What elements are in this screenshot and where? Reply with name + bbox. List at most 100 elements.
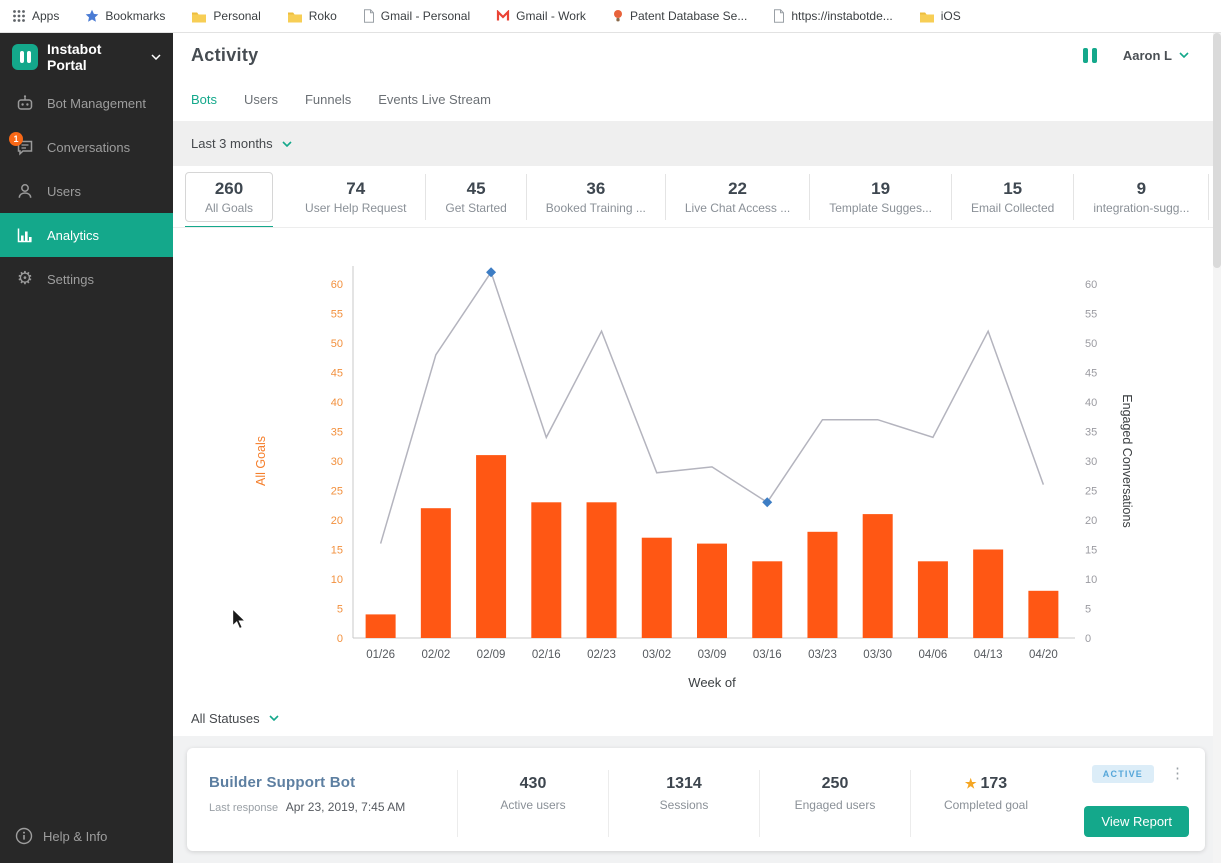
conversations-badge: 1 bbox=[9, 132, 23, 146]
activity-chart-section: 0 0 5 5 10 10 15 15 20 20 25 25 30 30 35 35 40 40 45 45 50 50… bbox=[173, 228, 1221, 700]
goal-card-all-goals[interactable]: 260 All Goals bbox=[185, 171, 274, 227]
user-menu[interactable]: Aaron L bbox=[1123, 48, 1189, 63]
bookmark-apps[interactable]: Apps bbox=[12, 9, 59, 23]
bookmark-instabot-url[interactable]: https://instabotde... bbox=[773, 9, 893, 23]
chevron-down-icon bbox=[1179, 52, 1189, 58]
folder-icon bbox=[287, 12, 302, 22]
pause-live-updates-icon[interactable] bbox=[1082, 47, 1097, 63]
tab-users[interactable]: Users bbox=[244, 91, 278, 107]
svg-text:60: 60 bbox=[1085, 279, 1097, 291]
scrollbar-thumb[interactable] bbox=[1213, 33, 1221, 268]
svg-text:0: 0 bbox=[337, 633, 343, 645]
goal-value: 36 bbox=[586, 178, 606, 198]
bot-stats: 430 Active users 1314 Sessions 250 Engag… bbox=[457, 764, 1061, 837]
svg-text:03/09: 03/09 bbox=[698, 649, 727, 661]
svg-text:20: 20 bbox=[1085, 515, 1097, 527]
sidebar-item-bot-management[interactable]: Bot Management bbox=[0, 81, 173, 125]
analytics-icon bbox=[17, 228, 32, 243]
bot-name-link[interactable]: Builder Support Bot bbox=[209, 774, 356, 791]
scrollbar[interactable] bbox=[1213, 33, 1221, 863]
page-icon bbox=[774, 9, 785, 23]
goal-summary-row: 260 All Goals 74 User Help Request 45 Ge… bbox=[173, 166, 1221, 228]
svg-text:0: 0 bbox=[1085, 633, 1091, 645]
sidebar-item-label: Analytics bbox=[47, 227, 100, 243]
sidebar-item-users[interactable]: Users bbox=[0, 169, 173, 213]
page-icon bbox=[363, 9, 374, 23]
goal-card-integration-suggestion[interactable]: 9 integration-sugg... bbox=[1074, 173, 1210, 220]
svg-text:25: 25 bbox=[331, 486, 343, 498]
goal-value: 15 bbox=[1003, 178, 1023, 198]
stat-value: 173 bbox=[980, 775, 1008, 792]
instabot-logo-icon bbox=[12, 44, 38, 70]
help-label: Help & Info bbox=[43, 828, 108, 844]
tab-funnels[interactable]: Funnels bbox=[304, 91, 352, 107]
svg-text:03/16: 03/16 bbox=[753, 649, 782, 661]
svg-text:03/30: 03/30 bbox=[863, 649, 892, 661]
stat-label: Sessions bbox=[659, 798, 709, 812]
stat-completed-goal: ★ 173 Completed goal bbox=[910, 770, 1061, 837]
tab-events-live-stream[interactable]: Events Live Stream bbox=[378, 91, 491, 107]
svg-text:30: 30 bbox=[1085, 456, 1097, 468]
sidebar-item-help[interactable]: Help & Info bbox=[0, 817, 173, 855]
bookmark-folder-ios[interactable]: iOS bbox=[919, 9, 961, 23]
status-filter-value: All Statuses bbox=[191, 710, 260, 726]
bookmark-label: https://instabotde... bbox=[791, 9, 893, 23]
bookmark-folder-roko[interactable]: Roko bbox=[287, 9, 337, 23]
bookmark-folder-personal[interactable]: Personal bbox=[191, 9, 261, 23]
svg-text:All Goals: All Goals bbox=[254, 436, 268, 486]
stat-engaged-users: 250 Engaged users bbox=[759, 770, 910, 837]
sidebar-item-label: Users bbox=[47, 183, 81, 199]
goal-card-get-started[interactable]: 45 Get Started bbox=[426, 173, 527, 220]
sidebar-item-label: Bot Management bbox=[47, 95, 147, 111]
bot-card: Builder Support Bot Last response Apr 23… bbox=[187, 748, 1205, 851]
tab-bots[interactable]: Bots bbox=[191, 91, 218, 107]
status-filter-dropdown[interactable]: All Statuses bbox=[173, 700, 1221, 736]
svg-text:45: 45 bbox=[1085, 368, 1097, 380]
browser-bookmarks-bar: Apps Bookmarks Personal Roko Gmail - Per… bbox=[0, 0, 1221, 33]
bot-list-section: Builder Support Bot Last response Apr 23… bbox=[173, 736, 1221, 863]
goal-card-booked-training[interactable]: 36 Booked Training ... bbox=[527, 173, 666, 220]
goal-card-user-help-request[interactable]: 74 User Help Request bbox=[286, 173, 427, 220]
folder-icon bbox=[192, 12, 207, 22]
bookmark-label: Patent Database Se... bbox=[629, 9, 748, 23]
svg-text:20: 20 bbox=[331, 515, 343, 527]
date-range-dropdown[interactable]: Last 3 months bbox=[173, 121, 1221, 166]
star-icon bbox=[86, 9, 99, 22]
chevron-down-icon bbox=[282, 140, 292, 147]
stat-label: Active users bbox=[500, 798, 566, 812]
info-icon bbox=[15, 827, 33, 845]
workspace-switcher[interactable]: Instabot Portal bbox=[0, 33, 173, 81]
star-icon: ★ bbox=[964, 776, 977, 791]
svg-text:02/09: 02/09 bbox=[477, 649, 506, 661]
bookmark-gmail-work[interactable]: Gmail - Work bbox=[496, 9, 586, 23]
sidebar-item-analytics[interactable]: Analytics bbox=[0, 213, 173, 257]
svg-text:04/13: 04/13 bbox=[974, 649, 1003, 661]
svg-text:02/23: 02/23 bbox=[587, 649, 616, 661]
goal-card-email-collected[interactable]: 15 Email Collected bbox=[952, 173, 1075, 220]
user-icon bbox=[18, 184, 32, 198]
bookmark-label: Gmail - Work bbox=[516, 9, 586, 23]
bookmark-bookmarks[interactable]: Bookmarks bbox=[85, 9, 165, 23]
sidebar-item-settings[interactable]: ⚙ Settings bbox=[0, 257, 173, 301]
bookmark-label: Gmail - Personal bbox=[380, 9, 471, 23]
goal-card-template-suggestion[interactable]: 19 Template Sugges... bbox=[810, 173, 952, 220]
bookmark-patent-database[interactable]: Patent Database Se... bbox=[612, 9, 747, 23]
sidebar-item-label: Settings bbox=[47, 271, 94, 287]
svg-text:03/23: 03/23 bbox=[808, 649, 837, 661]
svg-text:15: 15 bbox=[1085, 545, 1097, 557]
kebab-menu-icon[interactable]: ⋮ bbox=[1170, 765, 1185, 782]
goal-label: integration-sugg... bbox=[1093, 200, 1190, 215]
goal-label: Email Collected bbox=[970, 200, 1055, 215]
goal-card-live-chat-access[interactable]: 22 Live Chat Access ... bbox=[666, 173, 811, 220]
view-report-button[interactable]: View Report bbox=[1084, 806, 1189, 837]
workspace-name: Instabot Portal bbox=[47, 41, 102, 73]
svg-text:03/02: 03/02 bbox=[642, 649, 671, 661]
patent-favicon-icon bbox=[613, 10, 622, 22]
stat-value: 250 bbox=[821, 775, 849, 792]
activity-tabs: Bots Users Funnels Events Live Stream bbox=[173, 77, 1221, 121]
goal-label: Booked Training ... bbox=[545, 200, 646, 215]
stat-label: Engaged users bbox=[794, 798, 876, 812]
bookmark-gmail-personal[interactable]: Gmail - Personal bbox=[363, 9, 470, 23]
sidebar-item-conversations[interactable]: 1 Conversations bbox=[0, 125, 173, 169]
svg-text:02/02: 02/02 bbox=[421, 649, 450, 661]
